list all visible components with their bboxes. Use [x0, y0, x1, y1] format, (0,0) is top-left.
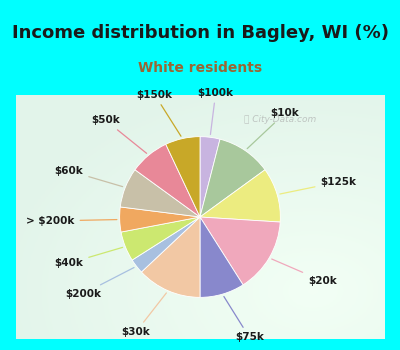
Wedge shape — [200, 139, 265, 217]
Wedge shape — [142, 217, 200, 298]
Wedge shape — [132, 217, 200, 272]
Text: $150k: $150k — [137, 90, 181, 136]
Text: $10k: $10k — [247, 108, 299, 149]
Text: > $200k: > $200k — [26, 216, 117, 226]
Text: $125k: $125k — [280, 177, 356, 194]
Wedge shape — [120, 207, 200, 232]
Text: $200k: $200k — [65, 267, 134, 299]
Text: Income distribution in Bagley, WI (%): Income distribution in Bagley, WI (%) — [12, 24, 388, 42]
Text: $20k: $20k — [272, 259, 337, 286]
Text: $50k: $50k — [91, 116, 147, 153]
Text: $40k: $40k — [54, 247, 123, 268]
Text: Ⓜ City-Data.com: Ⓜ City-Data.com — [244, 114, 316, 124]
Wedge shape — [121, 217, 200, 260]
Text: $60k: $60k — [55, 166, 123, 187]
Text: White residents: White residents — [138, 61, 262, 75]
Text: $30k: $30k — [122, 293, 166, 337]
Wedge shape — [120, 170, 200, 217]
Text: $100k: $100k — [198, 88, 234, 134]
Text: $75k: $75k — [224, 296, 264, 342]
Wedge shape — [200, 136, 220, 217]
Wedge shape — [135, 144, 200, 217]
Wedge shape — [166, 136, 200, 217]
Wedge shape — [200, 217, 280, 285]
Wedge shape — [200, 170, 280, 222]
Wedge shape — [200, 217, 243, 298]
